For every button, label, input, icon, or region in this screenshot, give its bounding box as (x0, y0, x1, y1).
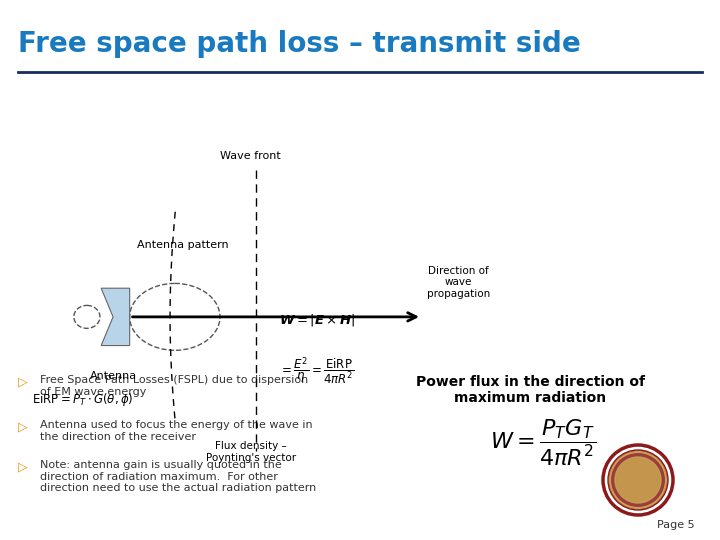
Circle shape (609, 451, 667, 509)
Text: Direction of
wave
propagation: Direction of wave propagation (427, 266, 490, 299)
Text: $W = \dfrac{P_T G_T}{4\pi R^2}$: $W = \dfrac{P_T G_T}{4\pi R^2}$ (490, 418, 596, 468)
Text: $= \dfrac{E^2}{\eta} = \dfrac{\mathrm{EiRP}}{4\pi R^2}$: $= \dfrac{E^2}{\eta} = \dfrac{\mathrm{Ei… (279, 355, 355, 387)
Circle shape (615, 457, 661, 503)
Text: Free space path loss – transmit side: Free space path loss – transmit side (18, 30, 581, 58)
Text: Power flux in the direction of
maximum radiation: Power flux in the direction of maximum r… (415, 375, 644, 405)
Text: $\mathrm{EiRP} = P_T \cdot G(\theta, \phi)$: $\mathrm{EiRP} = P_T \cdot G(\theta, \ph… (32, 391, 134, 408)
Text: Flux density –
Poynting's vector: Flux density – Poynting's vector (206, 441, 296, 463)
Text: ▷: ▷ (18, 420, 27, 433)
Text: Antenna used to focus the energy of the wave in
the direction of the receiver: Antenna used to focus the energy of the … (40, 420, 312, 442)
Text: Note: antenna gain is usually quoted in the
direction of radiation maximum.  For: Note: antenna gain is usually quoted in … (40, 460, 316, 493)
Text: $\boldsymbol{W} = |\boldsymbol{E} \times \boldsymbol{H}|$: $\boldsymbol{W} = |\boldsymbol{E} \times… (279, 312, 356, 328)
Text: ▷: ▷ (18, 375, 27, 388)
Text: ▷: ▷ (18, 460, 27, 473)
Polygon shape (102, 288, 130, 346)
Text: Wave front: Wave front (220, 151, 282, 161)
Text: Antenna: Antenna (89, 371, 137, 381)
Text: Free Space Path Losses (FSPL) due to dispersion
of EM wave energy: Free Space Path Losses (FSPL) due to dis… (40, 375, 308, 396)
Text: Page 5: Page 5 (657, 520, 695, 530)
Text: Antenna pattern: Antenna pattern (137, 240, 228, 250)
